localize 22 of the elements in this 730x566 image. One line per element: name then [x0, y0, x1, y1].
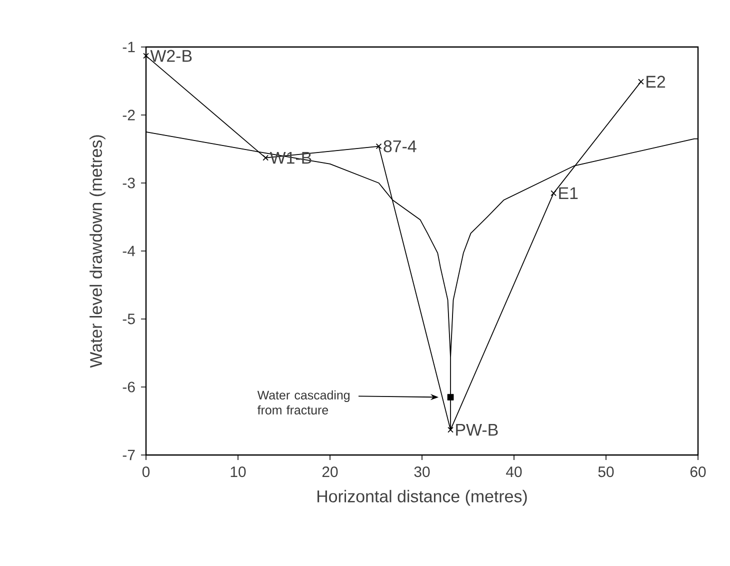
y-tick-label: -5: [122, 314, 135, 324]
y-tick-label: -3: [122, 178, 135, 188]
x-tick-label: 0: [142, 466, 150, 478]
y-tick-label: -7: [122, 450, 135, 460]
x-axis-title: Horizontal distance (metres): [318, 490, 527, 506]
x-tick-label: 30: [414, 466, 430, 478]
x-tick-label: 40: [506, 466, 522, 478]
x-tick-label: 10: [230, 466, 246, 478]
x-tick-label: 60: [690, 466, 706, 478]
y-tick-label: -4: [122, 246, 136, 256]
x-tick-label: 50: [598, 466, 614, 478]
annotation: W2-B: [150, 50, 192, 62]
annotation: E2: [646, 76, 666, 88]
y-tick-label: -1: [122, 42, 135, 52]
y-tick-label: -2: [122, 110, 135, 120]
y-axis-title: Water level drawdown (metres): [90, 135, 106, 368]
annotation: PW-B: [456, 424, 498, 436]
annotation: Water cascading from fracture: [257, 390, 350, 414]
y-tick-label: -6: [122, 382, 135, 392]
annotation: 87-4: [384, 140, 416, 152]
annotation: E1: [559, 187, 578, 200]
x-tick-label: 20: [322, 466, 338, 478]
